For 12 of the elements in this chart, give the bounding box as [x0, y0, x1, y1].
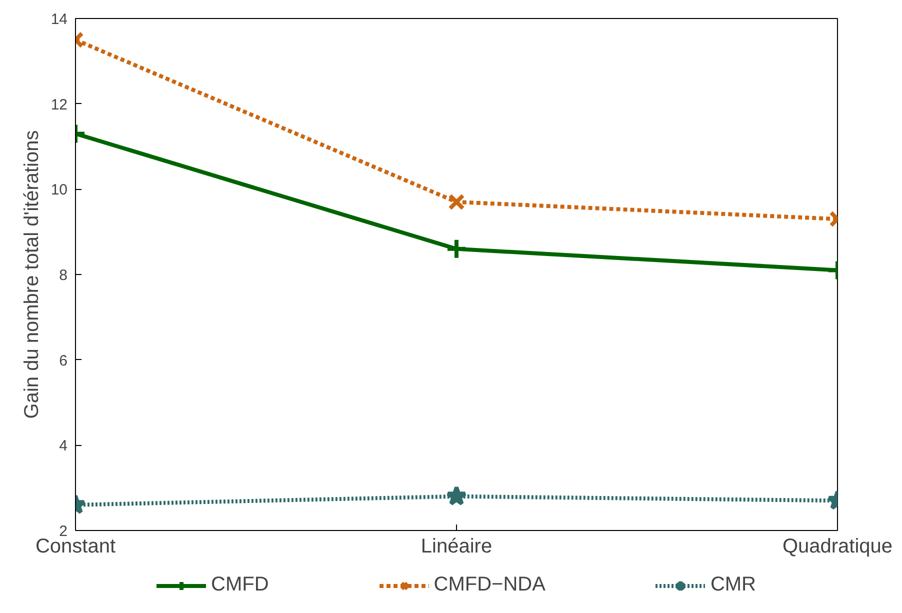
legend-label: CMR	[710, 574, 756, 596]
x-tick-label: Quadratique	[782, 536, 893, 558]
y-tick-label: 12	[50, 96, 68, 114]
y-tick-label: 10	[50, 182, 68, 199]
legend-label: CMFD−NDA	[434, 574, 546, 596]
y-tick-label: 4	[59, 438, 68, 455]
y-tick-label: 6	[59, 352, 68, 370]
y-axis-title: Gain du nombre total d'itérations	[20, 130, 43, 419]
y-tick-label: 14	[50, 11, 68, 28]
x-tick-label: Linéaire	[420, 536, 492, 558]
y-tick-label: 8	[59, 267, 68, 284]
legend-label: CMFD	[211, 574, 269, 596]
